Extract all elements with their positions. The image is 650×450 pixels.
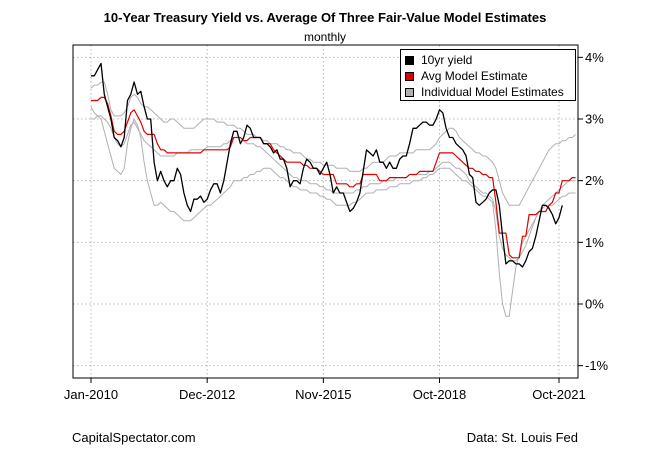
series-line-individual-hi [90, 81, 576, 206]
legend-label-avg-model: Avg Model Estimate [421, 69, 528, 83]
legend-swatch-black [405, 55, 414, 65]
x-tick-label: Jan-2010 [64, 387, 118, 402]
footer-source-left: CapitalSpectator.com [72, 430, 196, 445]
footer-source-right: Data: St. Louis Fed [466, 430, 578, 445]
legend-label-ten-year: 10yr yield [421, 53, 473, 67]
series-lines [90, 62, 576, 317]
y-tick-label: 1% [585, 235, 604, 250]
y-tick-label: 3% [585, 112, 604, 127]
x-tick-label: Oct-2018 [413, 387, 466, 402]
legend-label-individual: Individual Model Estimates [421, 85, 564, 99]
grid-lines [73, 45, 578, 378]
y-tick-label: 0% [585, 297, 604, 312]
y-tick-label: 2% [585, 173, 604, 188]
axes: Jan-2010 Dec-2012 Nov-2015 Oct-2018 Oct-2021… [64, 50, 609, 402]
series-line-ten-year [91, 62, 563, 268]
legend-item-avg-model: Avg Model Estimate [405, 68, 571, 84]
y-tick-label: 4% [585, 50, 604, 65]
x-tick-label: Nov-2015 [295, 387, 351, 402]
chart-subtitle: monthly [303, 30, 347, 44]
legend-swatch-red [405, 71, 414, 81]
legend-swatch-gray [405, 87, 414, 97]
legend-item-individual: Individual Model Estimates [405, 84, 571, 100]
chart-title: 10-Year Treasury Yield vs. Average Of Th… [103, 10, 547, 25]
plot-frame [72, 44, 579, 379]
legend: 10yr yield Avg Model Estimate Individual… [400, 49, 576, 101]
x-tick-label: Dec-2012 [179, 387, 235, 402]
series-line-individual-lo [90, 106, 576, 317]
series-line-avg-model [91, 96, 576, 259]
y-tick-label: -1% [585, 358, 609, 373]
x-tick-label: Oct-2021 [532, 387, 585, 402]
legend-item-ten-year: 10yr yield [405, 52, 571, 68]
